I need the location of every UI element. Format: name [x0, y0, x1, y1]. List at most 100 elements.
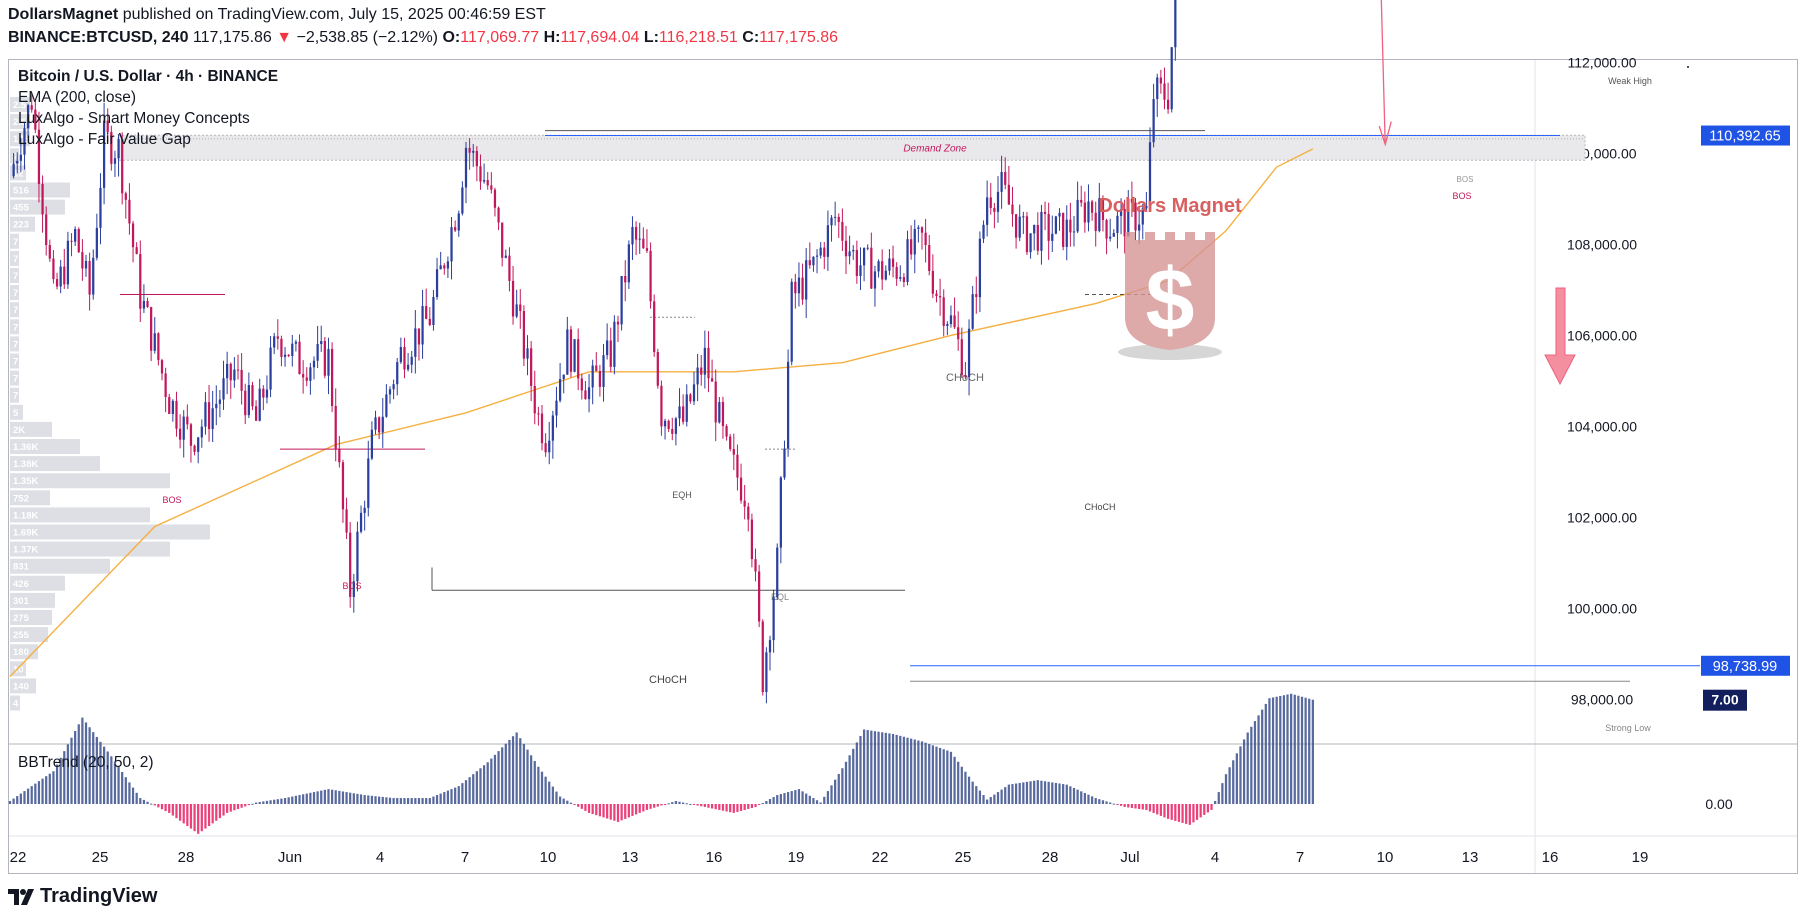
oscillator-bar — [602, 804, 605, 818]
strong-low-label: Strong Low — [1605, 723, 1651, 733]
candle — [978, 238, 982, 298]
oscillator-bar — [772, 797, 775, 804]
oscillator-bar — [917, 740, 920, 804]
oscillator-bar — [971, 781, 974, 804]
volume-profile-bar — [10, 370, 19, 386]
chart-frame[interactable] — [8, 59, 1798, 874]
oscillator-bar — [102, 746, 106, 804]
candle — [280, 338, 283, 357]
candle — [609, 340, 612, 367]
candle — [81, 252, 84, 269]
candle — [381, 416, 384, 433]
candle — [772, 597, 775, 641]
candle — [837, 216, 840, 222]
candle — [631, 226, 634, 245]
legend-fvg[interactable]: LuxAlgo - Fair Value Gap — [18, 131, 191, 148]
candle — [388, 389, 392, 395]
candle — [692, 384, 696, 402]
oscillator-bar — [1138, 804, 1141, 809]
candle — [834, 216, 837, 218]
candle — [63, 266, 66, 285]
oscillator-bar — [1101, 800, 1105, 804]
candle — [157, 333, 160, 361]
oscillator-bar — [1293, 694, 1296, 804]
oscillator-bar — [783, 793, 786, 804]
oscillator-bar — [1076, 789, 1079, 804]
oscillator-bar — [84, 722, 88, 804]
oscillator-bar — [182, 804, 185, 824]
oscillator-bar — [146, 801, 149, 804]
bos-label-4: BOS — [1457, 175, 1474, 184]
candle — [624, 276, 627, 283]
author-name[interactable]: DollarsMagnet — [8, 6, 119, 23]
candle — [352, 581, 355, 597]
candle — [16, 160, 19, 164]
candle — [142, 300, 146, 309]
oscillator-bar — [739, 804, 743, 811]
candle — [501, 222, 504, 258]
candle — [942, 297, 945, 326]
candle — [486, 180, 489, 186]
candle — [855, 250, 858, 277]
oscillator-legend[interactable]: BBTrend (20, 50, 2) — [18, 754, 154, 771]
oscillator-bar — [410, 798, 413, 804]
candle — [171, 400, 174, 414]
oscillator-bar — [1025, 781, 1029, 804]
volume-profile-label: 10 — [13, 664, 24, 675]
oscillator-bar — [526, 749, 529, 804]
candle — [316, 344, 319, 361]
candle — [334, 405, 337, 450]
oscillator-bar — [150, 803, 153, 805]
legend-title[interactable]: Bitcoin / U.S. Dollar · 4h · BINANCE — [18, 68, 279, 85]
oscillator-bar — [113, 761, 117, 804]
symbol-name[interactable]: BINANCE:BTCUSD, 240 — [8, 29, 189, 46]
oscillator-bar — [497, 751, 500, 804]
candle — [66, 240, 70, 285]
candle — [189, 424, 193, 446]
oscillator-bar — [378, 796, 381, 804]
footer-brand[interactable]: TradingView — [8, 885, 157, 908]
volume-profile-bar — [10, 610, 52, 625]
candle — [707, 347, 710, 379]
candle — [881, 261, 884, 280]
oscillator-bar — [428, 798, 431, 804]
oscillator-bar — [1011, 784, 1014, 804]
candle — [1138, 224, 1141, 231]
oscillator-bar — [1058, 783, 1061, 804]
x-tick-label: 25 — [92, 849, 109, 866]
candle — [642, 238, 645, 249]
legend-ema[interactable]: EMA (200, close) — [18, 89, 137, 106]
legend-smc[interactable]: LuxAlgo - Smart Money Concepts — [18, 110, 250, 127]
candle — [663, 420, 667, 427]
volume-profile-bar — [10, 524, 210, 540]
oscillator-bar — [1134, 804, 1137, 809]
candle — [718, 402, 721, 423]
oscillator-bar — [92, 732, 95, 804]
x-tick-label: 4 — [1211, 849, 1219, 866]
candle — [739, 477, 743, 501]
oscillator-bar — [844, 761, 848, 804]
candle — [443, 265, 446, 269]
oscillator-bar — [805, 793, 808, 804]
volume-profile-label: 7 — [13, 305, 18, 316]
candle — [102, 120, 106, 188]
oscillator-bar — [283, 798, 287, 804]
oscillator-bar — [121, 771, 124, 804]
oscillator-bar — [189, 804, 193, 829]
oscillator-bar — [1116, 804, 1119, 805]
x-tick-label: Jul — [1120, 849, 1139, 866]
candle — [519, 304, 522, 312]
volume-profile-label: 2.5 — [13, 100, 27, 111]
candle — [667, 420, 670, 430]
candle — [320, 341, 323, 345]
oscillator-bar — [913, 739, 916, 804]
volume-profile-label: 7 — [13, 237, 18, 248]
candle — [826, 225, 830, 257]
x-tick-label: 28 — [1042, 849, 1059, 866]
oscillator-bar — [1246, 732, 1249, 804]
footer-brand-text: TradingView — [40, 885, 158, 907]
candle — [146, 300, 149, 308]
volume-profile-bar — [10, 148, 19, 164]
volume-profile-label: 12 — [13, 168, 24, 179]
